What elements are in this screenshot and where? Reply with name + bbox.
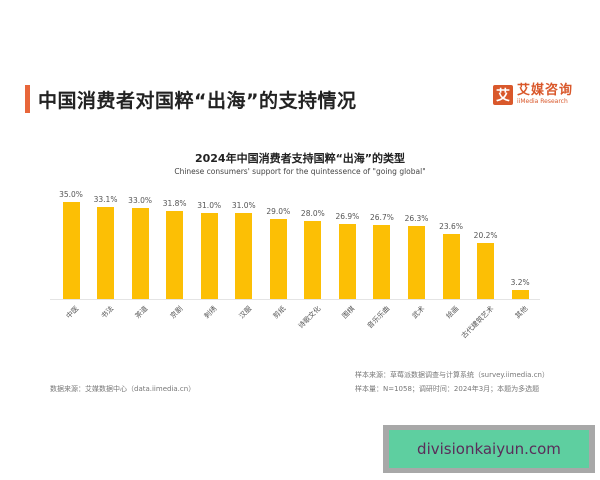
sample-size-note: 样本量：N=1058；调研时间：2024年3月；本题为多选题	[355, 385, 540, 393]
bar-value-label: 28.0%	[300, 209, 325, 219]
x-axis-label: 音乐乐曲	[365, 304, 392, 331]
bar-value-label: 31.0%	[197, 201, 222, 211]
bar-value-label: 33.1%	[93, 195, 118, 205]
watermark-text: divisionkaiyun.com	[389, 430, 589, 468]
bar	[338, 224, 356, 299]
sample-source-note: 样本来源：草莓派数据调查与计算系统（survey.iimedia.cn）	[355, 371, 549, 379]
x-axis-label: 茶道	[133, 304, 150, 321]
bar-value-label: 35.0%	[59, 190, 83, 199]
x-axis-label: 诗歌文化	[296, 304, 323, 331]
x-axis-label: 京剧	[168, 304, 185, 321]
bar	[62, 202, 80, 299]
bar	[131, 207, 149, 299]
x-axis-label: 书法	[99, 304, 115, 321]
bar	[477, 243, 495, 299]
x-axis-label: 围棋	[341, 304, 357, 321]
chart-title: 2024年中国消费者支持国粹“出海”的类型	[194, 152, 406, 165]
iimedia-logo: 艾 艾媒咨询 iiMedia Research	[493, 84, 573, 106]
x-axis-label: 中医	[64, 304, 81, 321]
bar-value-label: 31.0%	[231, 201, 256, 211]
page-title: 中国消费者对国粹“出海”的支持情况	[38, 90, 357, 112]
logo-name-en: iiMedia Research	[517, 98, 568, 105]
bar	[511, 290, 529, 299]
bar-value-label: 23.6%	[439, 221, 463, 231]
x-axis-label: 刺绣	[202, 304, 219, 321]
x-axis-label: 剪纸	[272, 304, 288, 321]
bar-value-label: 26.3%	[404, 214, 429, 224]
bar-value-label: 26.7%	[370, 213, 394, 222]
x-axis-line	[50, 299, 540, 300]
x-axis-label: 武术	[410, 304, 426, 321]
x-axis-label: 古代建筑艺术	[459, 304, 495, 341]
bar-value-label: 29.0%	[266, 206, 291, 216]
bar	[166, 210, 184, 299]
bar-value-label: 20.2%	[473, 231, 498, 241]
x-axis-label: 汉服	[237, 304, 254, 321]
bar	[442, 233, 460, 299]
bar-value-label: 33.0%	[128, 195, 152, 205]
bar	[269, 218, 287, 299]
bar-value-label: 3.2%	[510, 278, 530, 288]
chart-subtitle: Chinese consumers' support for the quint…	[174, 167, 426, 176]
bar	[235, 213, 253, 299]
bar	[304, 221, 322, 299]
title-accent-bar	[25, 85, 30, 113]
bar	[408, 226, 425, 299]
bar	[200, 213, 218, 299]
bar	[97, 207, 115, 299]
bar-value-label: 26.9%	[335, 212, 360, 222]
watermark-banner: divisionkaiyun.com	[383, 425, 595, 473]
data-source-note: 数据来源：艾媒数据中心（data.iimedia.cn）	[50, 385, 196, 393]
bar-value-label: 31.8%	[162, 198, 187, 208]
x-axis-label: 绘画	[444, 304, 461, 321]
bar	[373, 225, 391, 299]
logo-mark-icon: 艾	[493, 85, 513, 105]
x-axis-label: 其他	[513, 304, 530, 321]
logo-name-cn: 艾媒咨询	[517, 83, 574, 98]
